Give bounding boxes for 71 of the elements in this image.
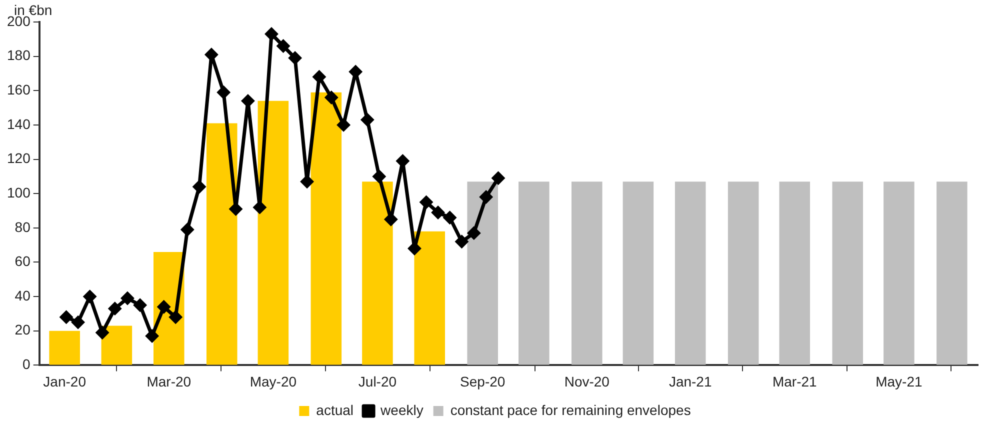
point — [288, 52, 302, 64]
bar — [572, 182, 602, 365]
y-tick-label: 80 — [14, 218, 31, 235]
point — [205, 48, 218, 61]
y-tick-label: 180 — [7, 47, 31, 64]
point — [492, 172, 504, 184]
point — [265, 28, 278, 40]
bar — [258, 100, 289, 365]
point — [420, 196, 433, 208]
bar — [206, 123, 238, 365]
legend-label: actual — [316, 402, 354, 418]
point — [325, 91, 338, 104]
point — [455, 235, 468, 248]
bar — [467, 182, 498, 365]
point — [361, 114, 374, 126]
x-tick-label: Mar-21 — [772, 373, 818, 390]
point — [169, 310, 182, 324]
point — [146, 330, 158, 342]
bar — [936, 182, 968, 365]
y-tick-label: 20 — [14, 322, 31, 338]
point — [312, 70, 326, 84]
point — [230, 202, 242, 216]
point — [277, 40, 290, 52]
bar — [518, 182, 550, 365]
x-tick-label: May-21 — [876, 373, 922, 390]
y-tick-label: 0 — [22, 356, 31, 372]
x-tick-label: Jul-20 — [358, 373, 397, 390]
bar — [49, 330, 80, 365]
bar — [779, 182, 810, 365]
bar — [884, 182, 914, 365]
y-tick-label: 120 — [7, 150, 31, 166]
point — [468, 226, 480, 240]
bar — [101, 326, 132, 365]
point — [193, 180, 206, 193]
x-tick-label: Jan-20 — [43, 373, 86, 390]
point — [158, 300, 170, 314]
point — [444, 211, 456, 224]
point — [432, 206, 444, 219]
point — [480, 190, 492, 204]
legend-label: constant pace for remaining envelopes — [450, 402, 691, 418]
point — [217, 86, 230, 99]
x-tick-label: Mar-20 — [146, 373, 192, 390]
x-tick-label: Jan-21 — [668, 373, 712, 390]
point — [108, 302, 122, 315]
bar — [728, 182, 759, 365]
bar — [362, 182, 393, 365]
point — [300, 175, 314, 188]
point — [96, 326, 109, 339]
x-tick-label: May-20 — [250, 373, 297, 390]
point — [337, 118, 350, 132]
y-tick-label: 40 — [14, 287, 31, 304]
y-tick-label: 100 — [7, 184, 31, 200]
point — [253, 201, 266, 214]
point — [396, 154, 409, 168]
y-tick-label: 140 — [7, 116, 31, 132]
point — [134, 298, 146, 312]
point — [408, 242, 421, 255]
bar — [414, 231, 446, 365]
bar — [622, 182, 654, 365]
y-tick-label: 160 — [7, 82, 31, 98]
bar — [674, 182, 706, 365]
legend-label: weekly — [380, 402, 424, 418]
point — [121, 292, 134, 305]
y-tick-label: 60 — [14, 253, 31, 270]
bar — [832, 182, 864, 365]
point — [372, 170, 386, 183]
bar — [310, 92, 342, 365]
point — [181, 223, 194, 236]
x-tick-label: Nov-20 — [564, 373, 610, 390]
x-tick-label: Sep-20 — [460, 373, 506, 390]
point — [242, 94, 254, 108]
